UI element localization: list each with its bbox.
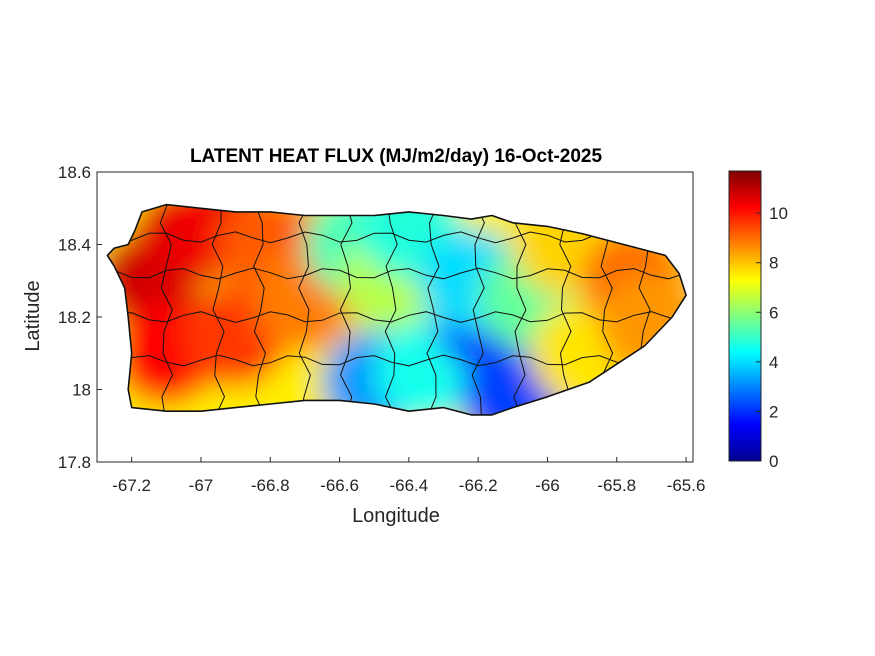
colorbar-tick-label: 6 [769,303,778,322]
colorbar-tick-label: 10 [769,204,788,223]
municipality-boundary-vertical [426,204,440,415]
y-tick-label: 18 [72,381,91,400]
municipality-boundary-vertical [298,204,311,415]
municipality-boundary-horizontal [114,354,687,367]
colorbar [728,170,762,462]
x-tick-label: -66.8 [251,476,290,495]
y-axis: 17.8 18 18.2 18.4 18.6 [58,163,102,472]
x-tick-label: -67 [189,476,214,495]
municipality-boundary-vertical [339,204,353,415]
x-tick-label: -66.2 [459,476,498,495]
x-tick-label: -67.2 [112,476,151,495]
y-axis-label: Latitude [22,280,44,351]
y-tick-label: 17.8 [58,453,91,472]
municipality-boundary-vertical [159,204,174,415]
x-tick-label: -65.6 [667,476,706,495]
municipality-boundary-horizontal [114,311,687,323]
y-tick-label: 18.6 [58,163,91,182]
municipality-boundary-vertical [211,204,226,415]
x-tick-label: -66.4 [389,476,428,495]
colorbar-tick-label: 8 [769,254,778,273]
chart-title: LATENT HEAT FLUX (MJ/m2/day) 16-Oct-2025 [190,146,603,167]
municipality-boundary-vertical [558,204,572,415]
municipality-boundary-vertical [253,204,267,415]
municipality-boundary-vertical [513,204,527,415]
colorbar-tick-label: 2 [769,402,778,421]
x-tick-label: -66 [535,476,560,495]
colorbar-ticks: 0 2 4 6 8 10 [756,204,788,471]
latent-heat-flux-field [107,204,687,415]
x-tick-label: -65.8 [597,476,636,495]
colorbar-tick-label: 4 [769,353,778,372]
municipality-boundary-horizontal [114,267,687,280]
y-tick-label: 18.2 [58,308,91,327]
x-tick-label: -66.6 [320,476,359,495]
colorbar-tick-label: 0 [769,452,778,471]
x-axis: -67.2 -67 -66.8 -66.6 -66.4 -66.2 -66 -65.8 -65.… [112,457,705,495]
island-outline [106,203,687,416]
x-axis-label: Longitude [352,505,440,527]
municipality-boundary-vertical [384,204,398,415]
y-tick-label: 18.4 [58,236,91,255]
municipality-boundary-horizontal [114,231,687,244]
